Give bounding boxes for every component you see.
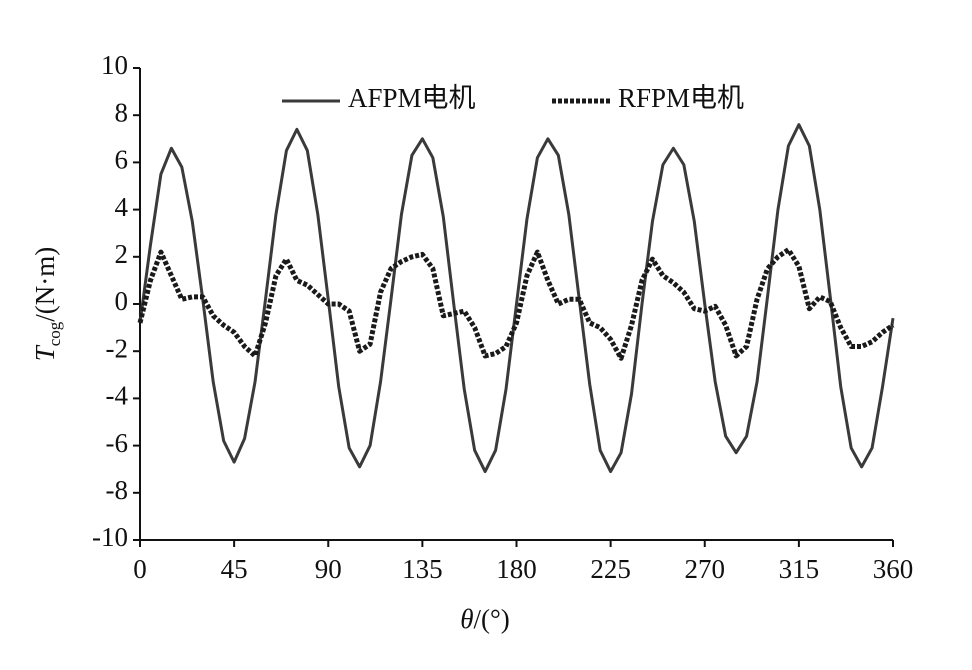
y-tick-label: 0	[115, 286, 129, 316]
y-tick-label: 8	[115, 97, 129, 127]
legend-label: RFPM电机	[618, 83, 744, 113]
y-tick-label: -2	[106, 333, 129, 363]
y-tick-label: -6	[106, 428, 129, 458]
x-tick-label: 135	[402, 554, 443, 584]
y-unit: /(N·m)	[30, 247, 60, 322]
legend-label: AFPM电机	[348, 83, 476, 113]
y-tick-label: 2	[115, 239, 129, 269]
y-symbol: T	[30, 344, 60, 361]
x-tick-label: 225	[590, 554, 631, 584]
y-tick-label: -4	[106, 381, 129, 411]
x-axis-title: θ/(°)	[460, 604, 510, 634]
y-subscript: cog	[45, 321, 64, 346]
x-tick-label: 360	[873, 554, 914, 584]
data-line	[138, 123, 895, 474]
y-tick-label: -8	[106, 475, 129, 505]
data-line	[137, 247, 895, 361]
y-tick-label: 4	[115, 192, 129, 222]
x-unit: /(°)	[473, 604, 509, 634]
y-tick-label: 10	[101, 50, 128, 80]
x-symbol: θ	[460, 604, 473, 634]
x-tick-label: 0	[133, 554, 147, 584]
y-axis-title: Tcog/(N·m)	[30, 247, 64, 362]
x-tick-label: 315	[779, 554, 820, 584]
x-tick-label: 45	[221, 554, 248, 584]
y-tick-label: -10	[92, 522, 128, 552]
x-tick-label: 90	[315, 554, 342, 584]
y-tick-label: 6	[115, 145, 129, 175]
x-tick-label: 270	[685, 554, 726, 584]
x-tick-label: 180	[496, 554, 537, 584]
